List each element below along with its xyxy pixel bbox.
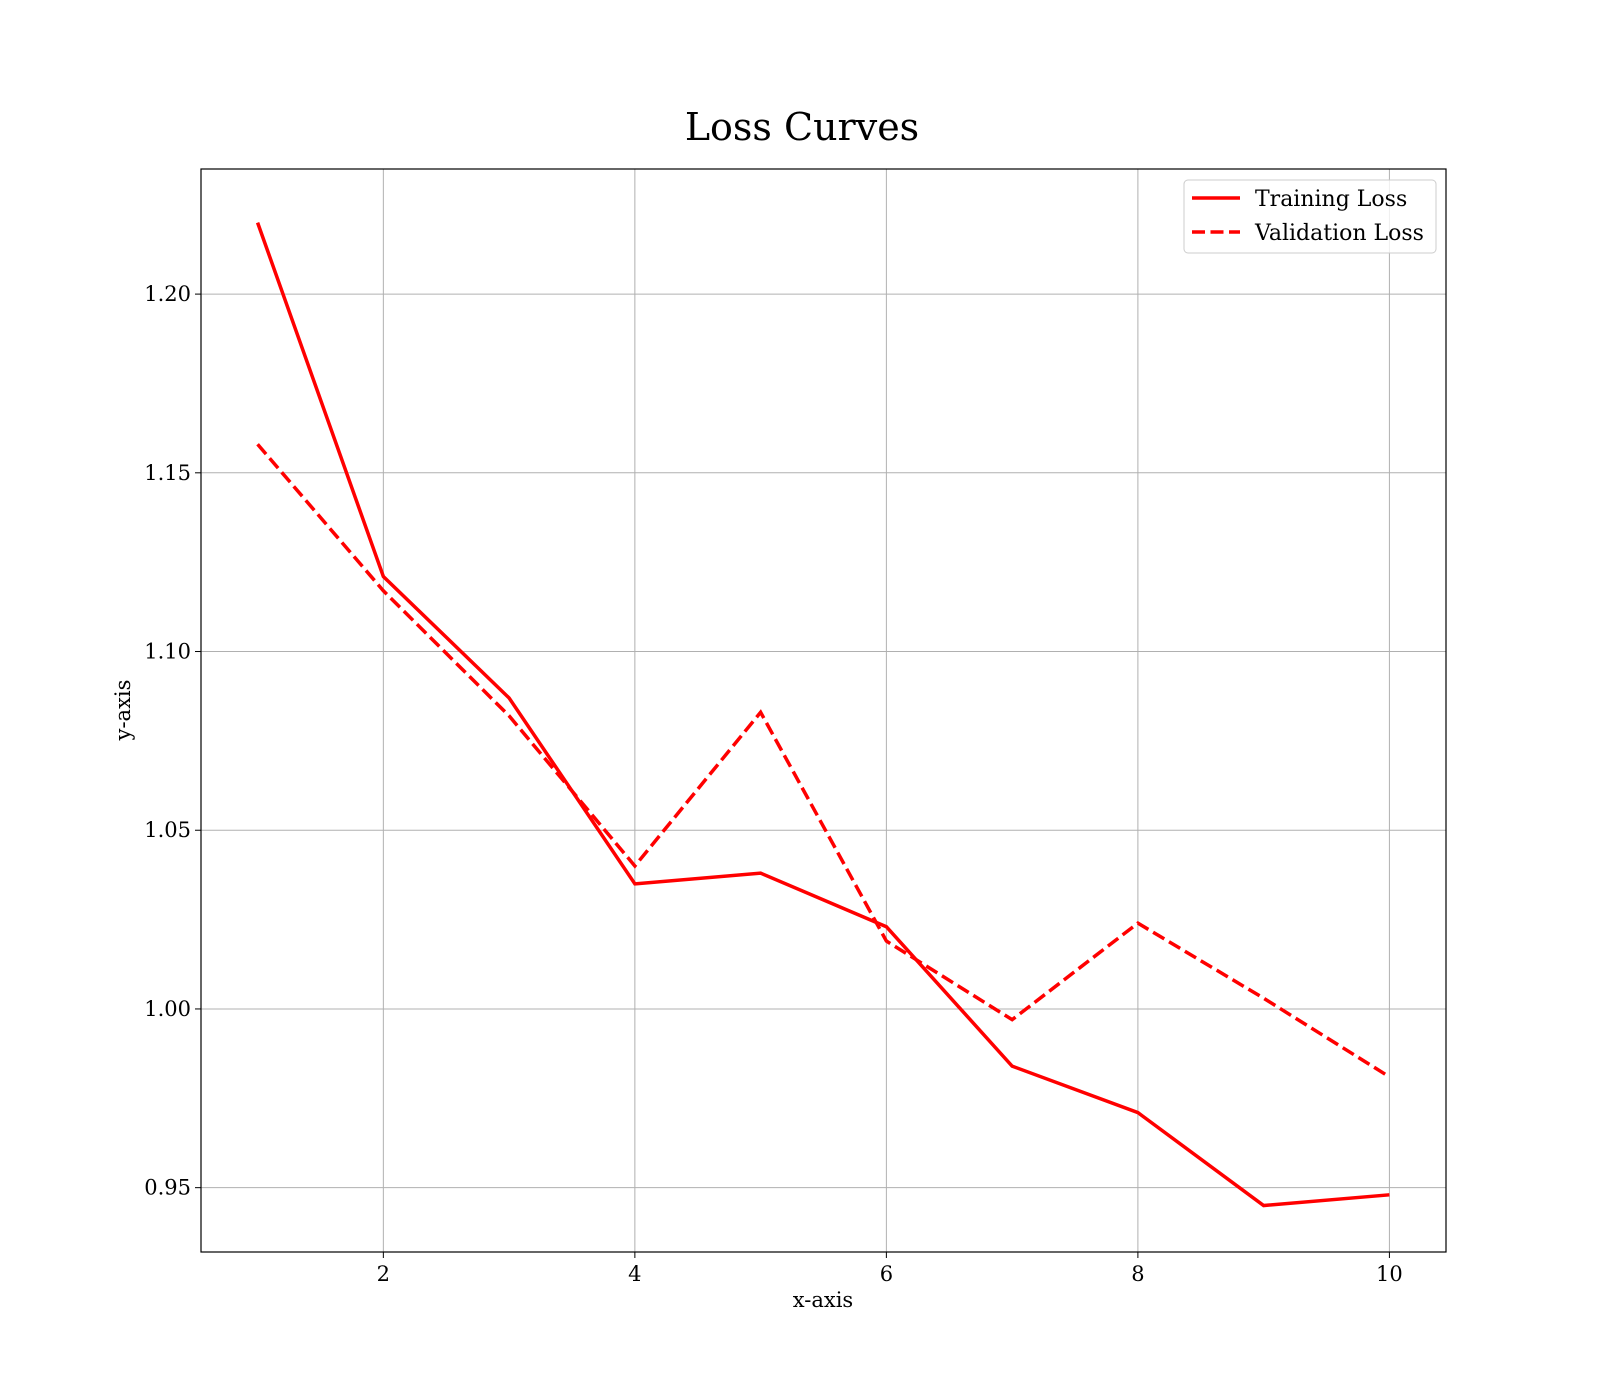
y-tick-label-0.95: 0.95 — [144, 1176, 191, 1200]
legend: Training Loss Validation Loss — [1183, 179, 1437, 254]
y-tick-label-1.20: 1.20 — [144, 282, 191, 306]
y-tick-label-1.15: 1.15 — [144, 461, 191, 485]
chart-title: Loss Curves — [685, 105, 919, 149]
axis-ticks: 2 4 6 8 10 0.95 1.00 1.05 1.10 1.15 1.20 — [144, 282, 1403, 1286]
grid-lines — [201, 169, 1446, 1252]
series-line-training-loss — [255, 222, 1390, 1208]
x-tick-label-8: 8 — [1131, 1262, 1144, 1286]
x-tick-label-10: 10 — [1376, 1262, 1403, 1286]
legend-label-training-loss: Training Loss — [1255, 187, 1407, 212]
legend-box — [1183, 179, 1437, 254]
legend-label-validation-loss: Validation Loss — [1254, 221, 1424, 246]
series-lines — [255, 222, 1391, 1208]
x-tick-label-2: 2 — [377, 1262, 390, 1286]
series-line-validation-loss — [256, 443, 1391, 1079]
plot-area-frame — [200, 168, 1447, 1253]
y-tick-label-1.00: 1.00 — [144, 997, 191, 1021]
y-tick-label-1.10: 1.10 — [144, 640, 191, 664]
y-axis-label: y-axis — [111, 680, 135, 742]
x-tick-label-4: 4 — [628, 1262, 641, 1286]
x-tick-label-6: 6 — [880, 1262, 893, 1286]
y-tick-label-1.05: 1.05 — [144, 818, 191, 842]
x-axis-label: x-axis — [793, 1288, 853, 1312]
